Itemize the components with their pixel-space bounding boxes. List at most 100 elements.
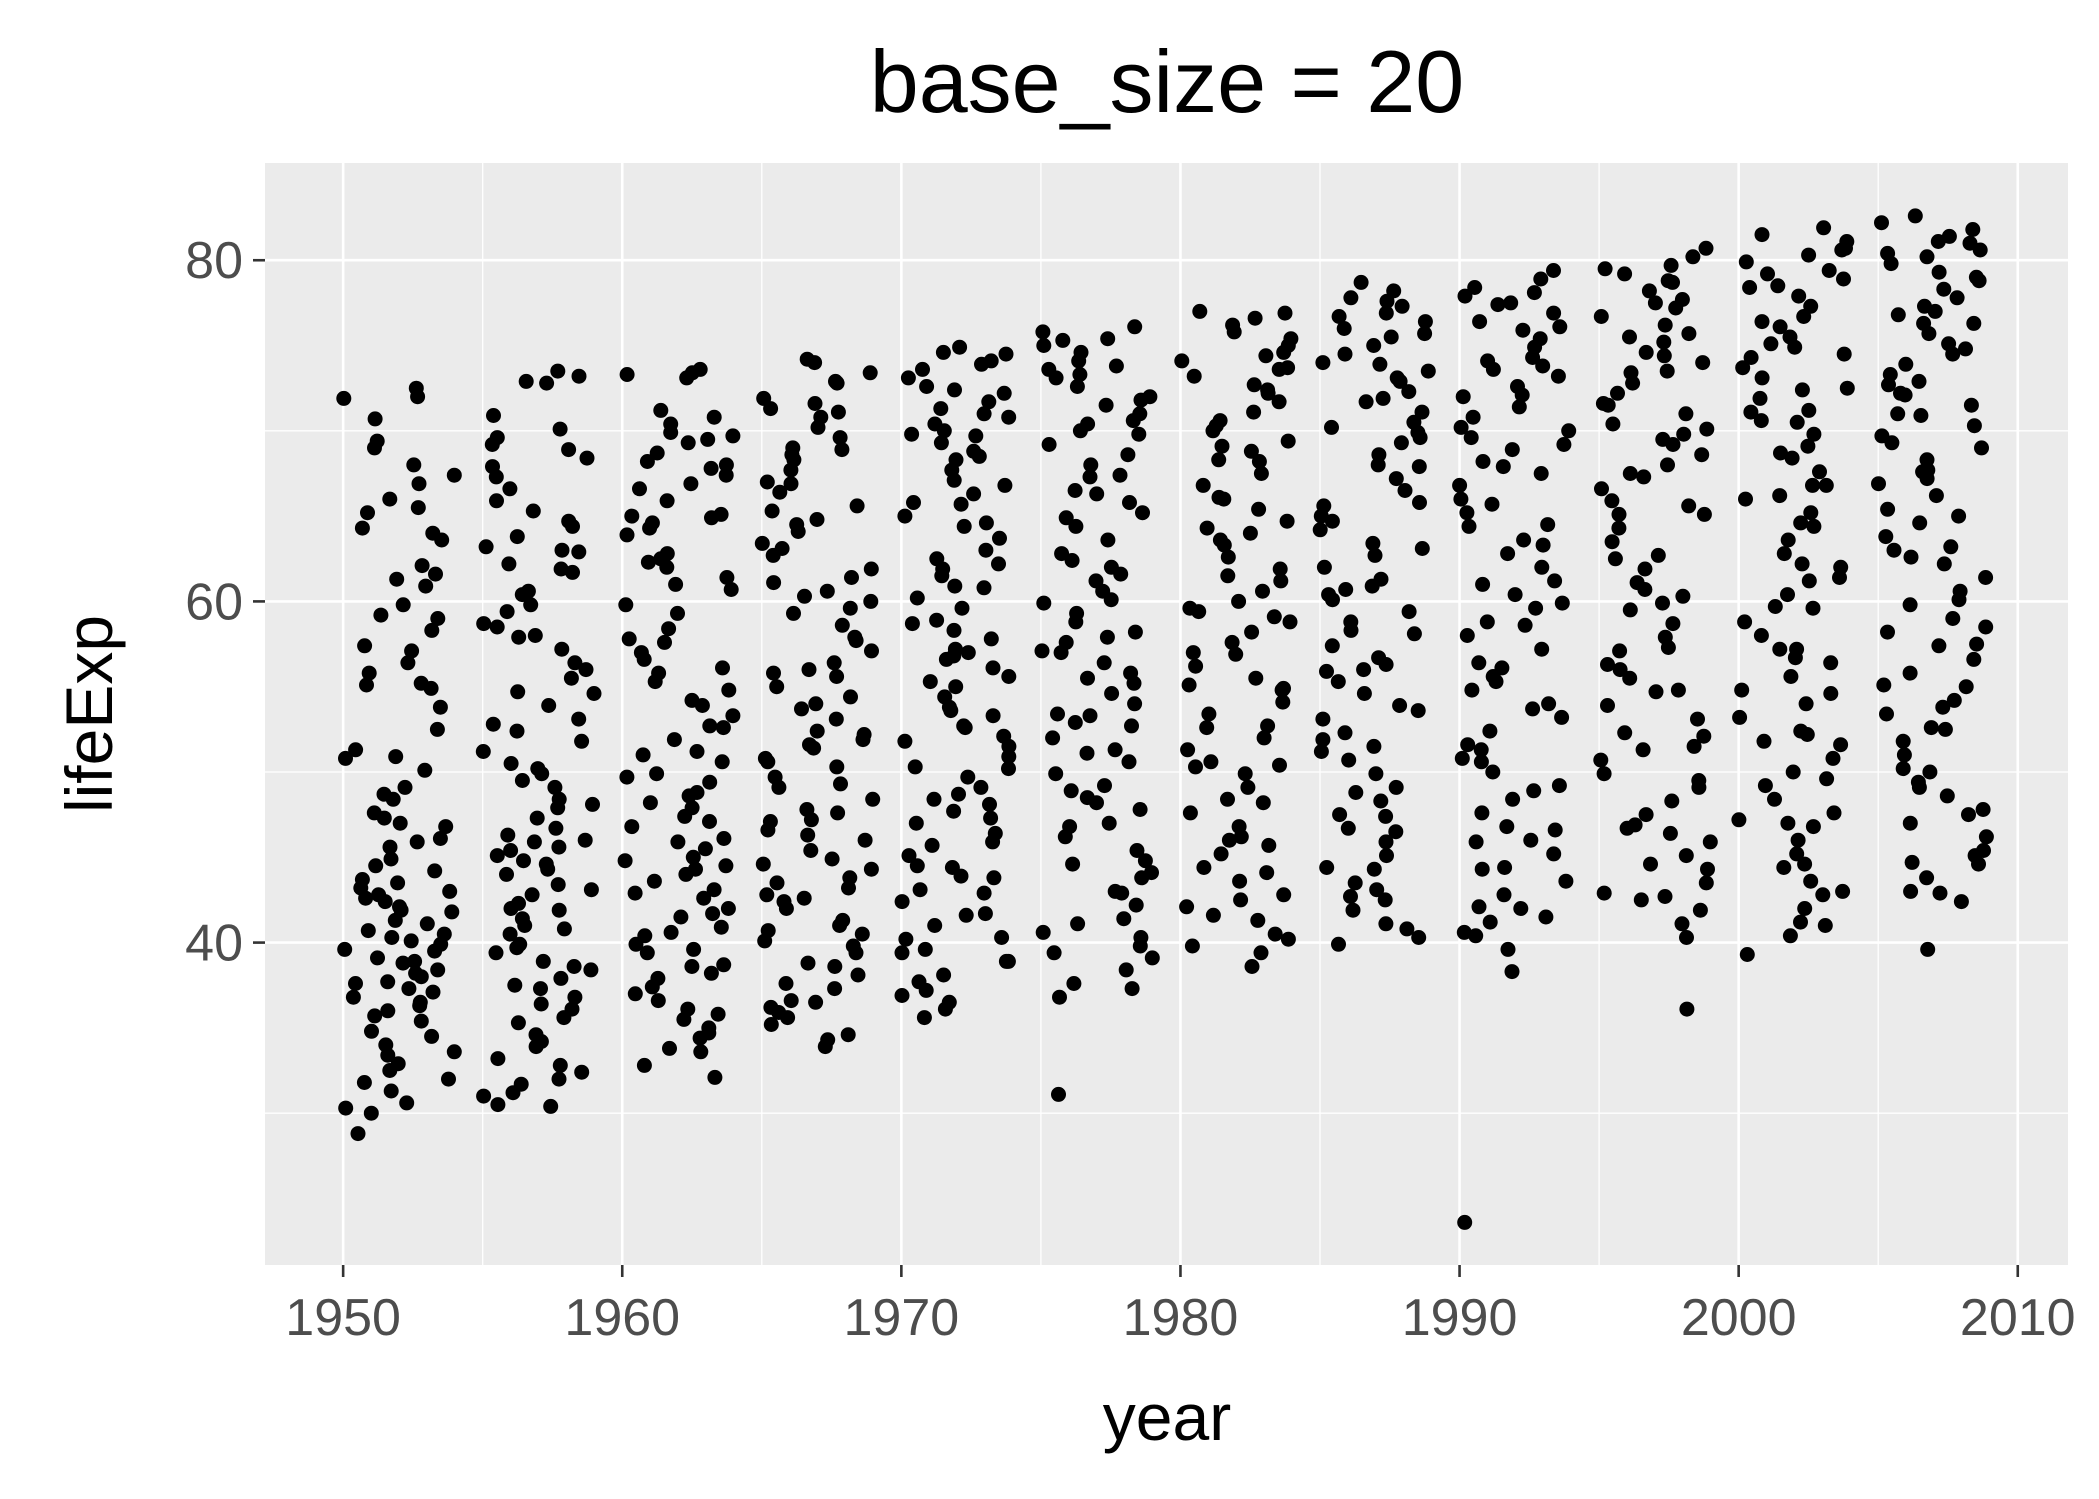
data-point [666,732,682,748]
data-point [1815,887,1831,903]
data-point [503,901,519,916]
data-point [826,655,842,671]
data-point [1913,408,1929,423]
data-point [1681,326,1697,342]
data-point [1250,912,1266,928]
data-point [1378,808,1394,824]
data-point [937,1001,953,1017]
data-point [1514,387,1530,403]
data-point [1945,346,1961,362]
data-point [754,535,770,551]
data-point [395,597,411,613]
data-point [933,401,949,417]
data-point [845,938,861,954]
data-point [689,785,705,800]
data-point [1256,730,1272,746]
data-point [1121,754,1137,770]
data-point [358,890,374,906]
data-point [1517,617,1533,633]
data-point [968,428,984,444]
data-point [1879,706,1894,722]
data-point [1787,339,1803,355]
data-point [1826,805,1842,821]
data-point [1246,404,1262,420]
data-point [1243,443,1259,459]
data-point [725,708,741,724]
data-point [1401,384,1417,400]
data-point [1776,860,1792,875]
data-point [1096,655,1112,671]
data-point [432,831,448,846]
y-tick-label: 40 [185,915,243,973]
data-point [827,981,843,997]
data-point [1780,532,1796,548]
data-point [1523,832,1539,848]
data-point [1679,1001,1695,1017]
data-point [1500,546,1516,562]
data-point [543,1098,559,1114]
data-point [841,880,856,896]
data-point [1271,361,1287,377]
data-point [373,607,389,623]
data-point [1417,326,1433,342]
data-point [1251,501,1267,517]
data-point [684,959,700,974]
data-point [1823,686,1839,701]
data-point [419,916,435,932]
data-point [973,779,989,795]
data-point [1468,834,1484,850]
data-point [571,368,587,384]
data-point [817,1039,833,1055]
data-point [1801,247,1817,263]
data-point [1473,754,1489,770]
data-point [1832,570,1847,585]
data-point [1260,718,1276,734]
data-point [718,858,734,874]
data-point [1046,945,1062,961]
data-point [509,940,525,956]
data-point [720,901,736,916]
data-point [1459,628,1475,643]
data-point [1738,254,1754,270]
data-point [1048,766,1064,782]
data-point [1330,674,1346,690]
data-point [1414,541,1430,556]
data-point [1825,750,1841,766]
data-point [1053,645,1069,661]
data-point [1737,614,1753,630]
data-point [382,839,398,855]
data-point [403,933,419,949]
data-point [1818,477,1834,493]
data-point [1315,732,1331,748]
data-point [627,986,643,1002]
data-point [657,634,672,650]
data-point [1280,433,1296,449]
data-point [1055,332,1071,348]
data-point [946,648,962,664]
data-point [432,699,448,715]
data-point [1967,848,1983,864]
data-point [1799,727,1815,742]
data-point [862,365,878,381]
data-point [706,409,722,425]
data-point [1949,290,1965,306]
data-point [1969,636,1985,652]
data-point [430,962,446,978]
data-point [985,834,1001,850]
data-point [1067,715,1083,730]
data-point [725,428,741,444]
data-point [924,837,940,853]
data-point [1880,624,1895,640]
x-tick-label: 1990 [1402,1289,1518,1347]
data-point [1406,626,1422,642]
data-point [1126,675,1142,691]
data-point [1127,319,1143,335]
data-point [1388,471,1404,487]
data-point [1637,582,1653,597]
data-point [1248,670,1264,686]
data-point [571,544,587,560]
x-tick-label: 2010 [1960,1289,2076,1347]
data-point [1072,423,1088,439]
data-point [1133,392,1149,408]
data-point [1594,481,1609,497]
